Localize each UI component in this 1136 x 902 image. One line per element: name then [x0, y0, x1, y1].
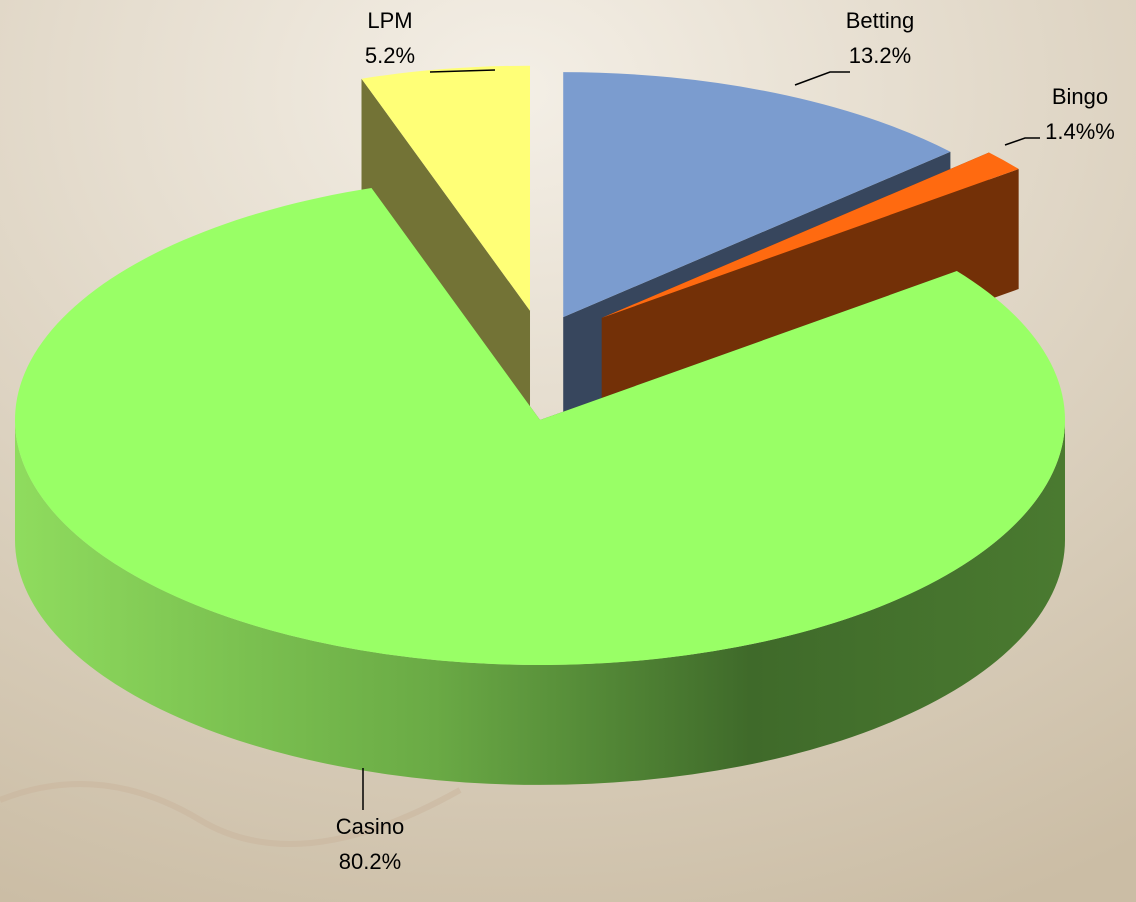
decoration: [0, 781, 462, 847]
slice: [361, 65, 531, 311]
leader-line: [429, 69, 496, 73]
slice-label: LPM: [367, 8, 412, 33]
slice-label: Bingo: [1052, 84, 1108, 109]
slice-value-label: 1.4%%: [1045, 119, 1115, 144]
slice-side: [15, 420, 1065, 785]
slice: [601, 152, 1019, 318]
slice-value-label: 80.2%: [339, 849, 401, 874]
slice-face: [361, 78, 531, 431]
leader-line: [1004, 137, 1040, 146]
slice-value-label: 13.2%: [849, 43, 911, 68]
slice-value-label: 5.2%: [365, 43, 415, 68]
slice: [563, 72, 951, 318]
leader-line: [794, 71, 850, 86]
slice: [15, 187, 1066, 665]
slice-label: Betting: [846, 8, 915, 33]
slice-label: Casino: [336, 814, 404, 839]
